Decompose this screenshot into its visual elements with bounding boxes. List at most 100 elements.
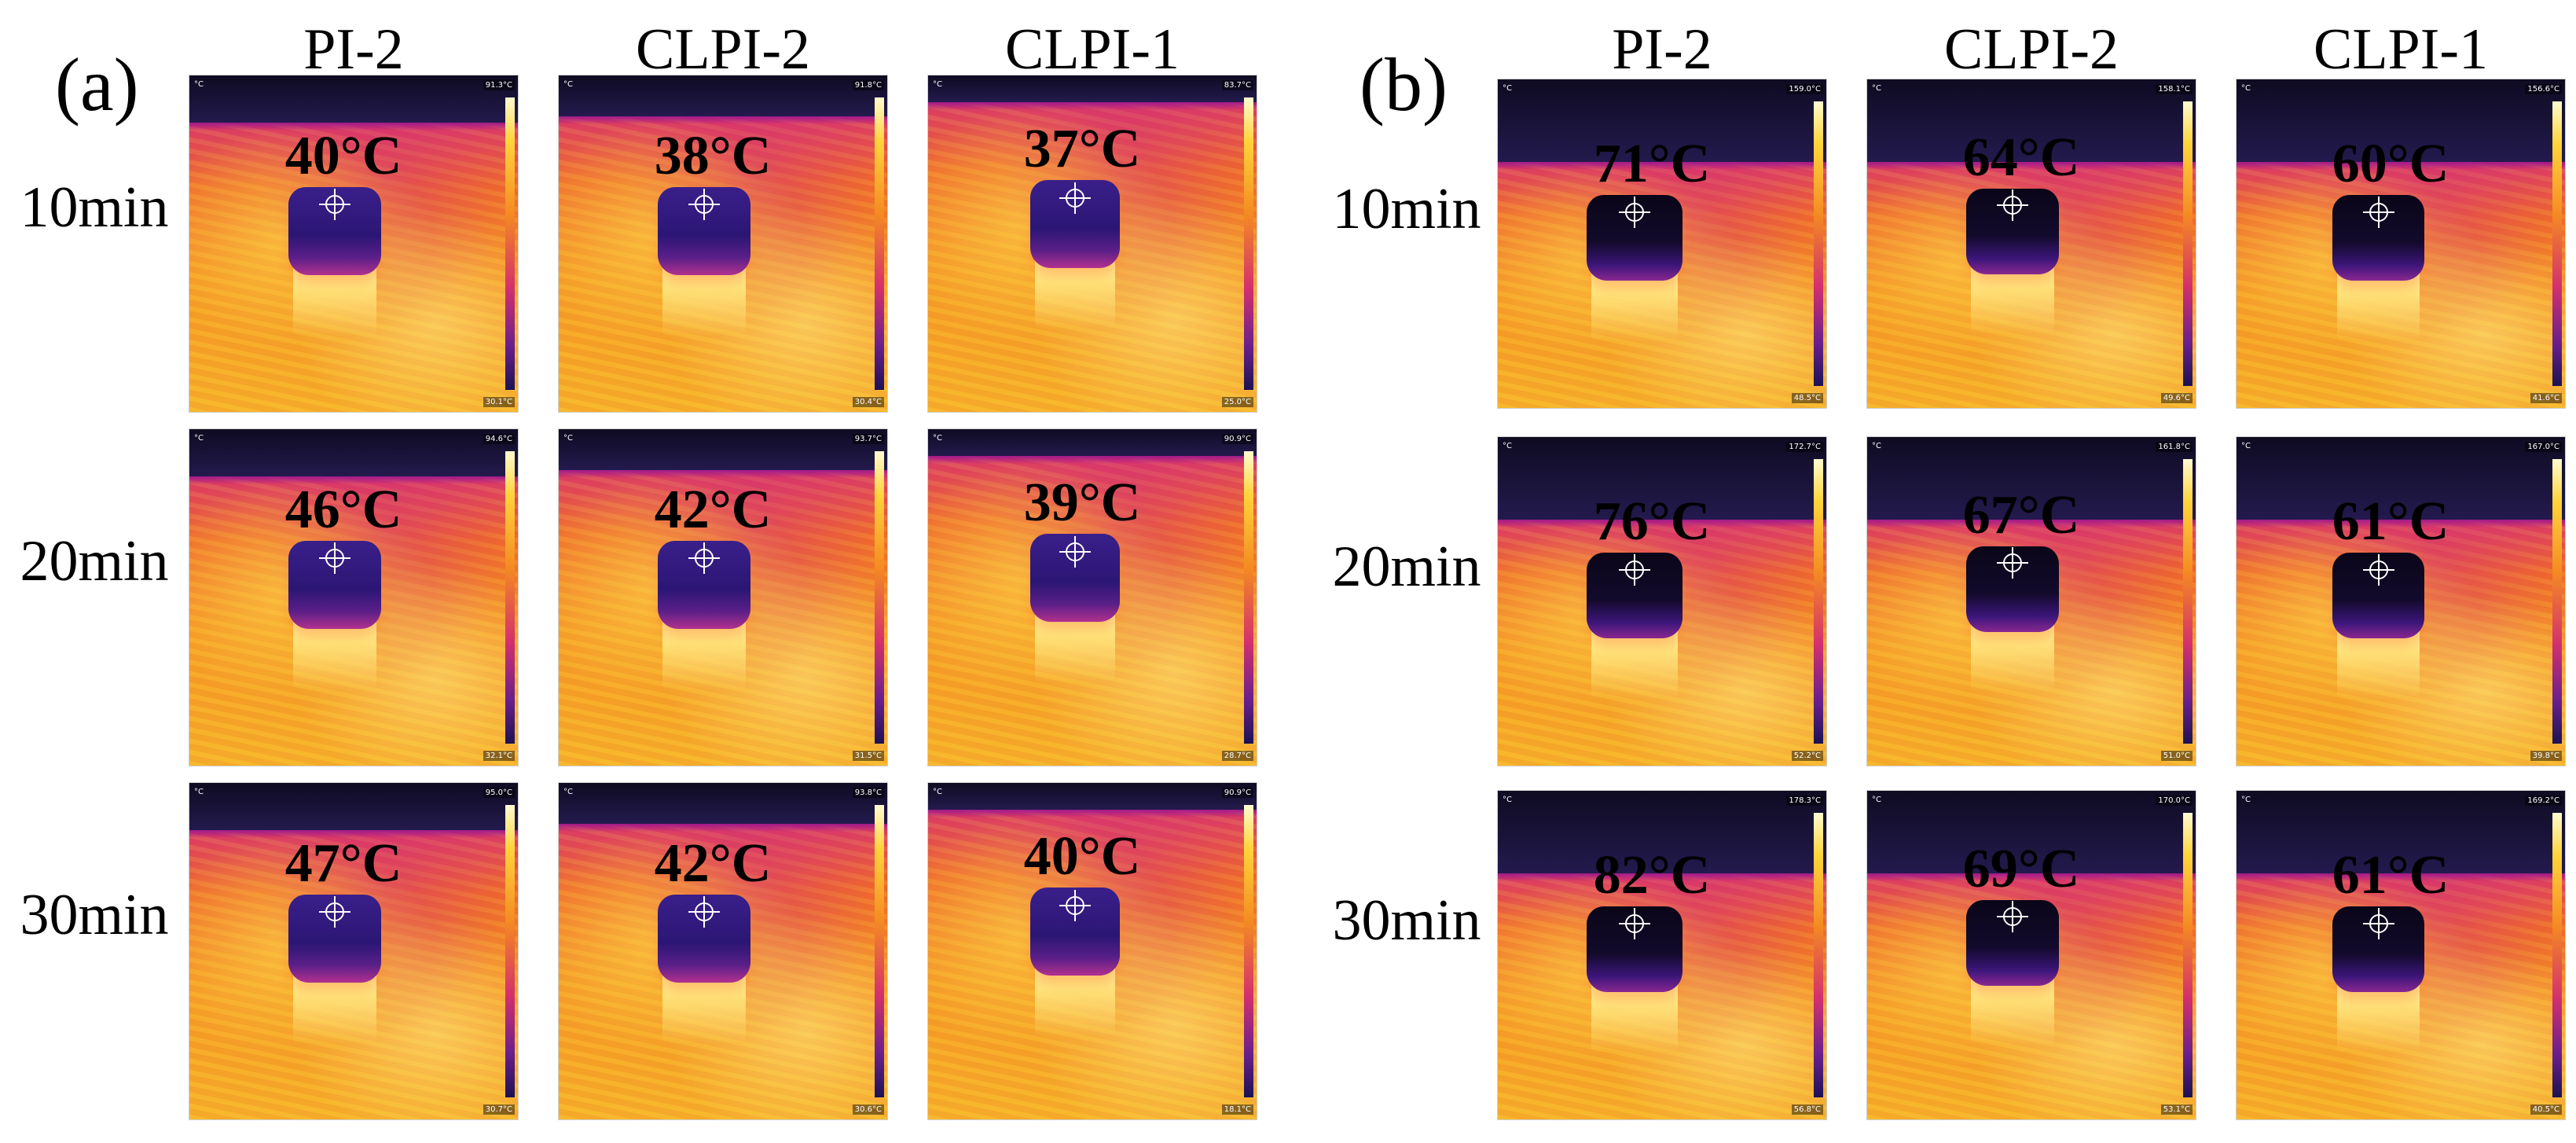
crosshair-icon bbox=[1619, 553, 1651, 586]
unit-label: °C bbox=[1503, 796, 1512, 804]
row-header: 20min bbox=[1332, 534, 1481, 599]
crosshair-icon bbox=[1059, 889, 1091, 921]
scale-max-value: 94.6°C bbox=[483, 434, 515, 444]
crosshair-part bbox=[703, 542, 705, 575]
surface-edge bbox=[1498, 162, 1826, 170]
background-region bbox=[189, 783, 518, 831]
crosshair-icon bbox=[2362, 553, 2394, 586]
crosshair-icon bbox=[1996, 901, 2028, 933]
crosshair-part bbox=[2377, 553, 2380, 586]
crosshair-part bbox=[1634, 196, 1636, 228]
color-scale-bar bbox=[2183, 813, 2193, 1097]
scale-min-value: 30.4°C bbox=[852, 397, 884, 407]
thermal-image: 47°C °C 95.0°C 30.7°C bbox=[189, 782, 519, 1120]
unit-label: °C bbox=[933, 80, 942, 89]
crosshair-icon bbox=[688, 896, 720, 928]
background-region bbox=[928, 783, 1257, 810]
temperature-label: 38°C bbox=[654, 125, 772, 186]
row-header: 30min bbox=[20, 882, 169, 947]
background-region bbox=[1498, 79, 1826, 162]
color-scale-bar bbox=[2183, 459, 2193, 744]
color-scale-bar bbox=[2183, 101, 2193, 386]
crosshair-icon bbox=[2362, 907, 2394, 939]
crosshair-part bbox=[333, 896, 336, 928]
row-header: 30min bbox=[1332, 888, 1481, 953]
scale-min-value: 56.8°C bbox=[1791, 1104, 1823, 1115]
color-scale-bar bbox=[505, 97, 515, 390]
thermal-image: 42°C °C 93.7°C 31.5°C bbox=[558, 428, 888, 766]
column-header: CLPI-2 bbox=[1944, 17, 2119, 82]
surface-edge bbox=[1498, 873, 1826, 881]
column-header: PI-2 bbox=[1612, 17, 1712, 82]
temperature-label: 47°C bbox=[284, 832, 402, 894]
unit-label: °C bbox=[563, 788, 573, 796]
crosshair-part bbox=[703, 189, 705, 221]
temperature-label: 37°C bbox=[1023, 119, 1141, 180]
color-scale-bar bbox=[505, 805, 515, 1097]
surface-edge bbox=[1867, 162, 2196, 170]
thermal-image: 37°C °C 83.7°C 25.0°C bbox=[927, 75, 1257, 413]
scale-max-value: 169.2°C bbox=[2525, 796, 2562, 806]
crosshair-icon bbox=[1619, 907, 1651, 939]
thermal-image: 46°C °C 94.6°C 32.1°C bbox=[189, 428, 519, 766]
scale-max-value: 161.8°C bbox=[2156, 442, 2193, 452]
scale-min-value: 28.7°C bbox=[1221, 751, 1253, 761]
scale-max-value: 93.7°C bbox=[852, 434, 884, 444]
scale-min-value: 48.5°C bbox=[1791, 393, 1823, 403]
crosshair-part bbox=[2011, 547, 2013, 579]
unit-label: °C bbox=[1503, 84, 1512, 93]
scale-min-value: 30.6°C bbox=[852, 1104, 884, 1115]
row-header: 10min bbox=[1332, 176, 1481, 241]
thermal-image: 82°C °C 178.3°C 56.8°C bbox=[1497, 790, 1827, 1120]
color-scale-bar bbox=[875, 805, 884, 1097]
column-header: PI-2 bbox=[303, 17, 404, 82]
temperature-label: 67°C bbox=[1962, 484, 2080, 546]
crosshair-part bbox=[2011, 901, 2013, 933]
surface-edge bbox=[189, 476, 518, 485]
color-scale-bar bbox=[2552, 813, 2562, 1097]
crosshair-icon bbox=[1619, 196, 1651, 228]
unit-label: °C bbox=[933, 788, 942, 796]
scale-min-value: 40.5°C bbox=[2530, 1104, 2562, 1115]
thermal-image: 69°C °C 170.0°C 53.1°C bbox=[1866, 790, 2196, 1120]
crosshair-icon bbox=[2362, 196, 2394, 228]
temperature-label: 69°C bbox=[1962, 838, 2080, 899]
color-scale-bar bbox=[2552, 101, 2562, 386]
unit-label: °C bbox=[2241, 84, 2251, 93]
surface-edge bbox=[2237, 520, 2565, 527]
unit-label: °C bbox=[194, 80, 204, 89]
color-scale-bar bbox=[1814, 101, 1823, 386]
scale-max-value: 90.9°C bbox=[1221, 788, 1253, 798]
crosshair-part bbox=[2377, 907, 2380, 939]
surface-edge bbox=[2237, 162, 2565, 170]
unit-label: °C bbox=[194, 434, 204, 443]
unit-label: °C bbox=[563, 80, 573, 89]
color-scale-bar bbox=[1244, 805, 1253, 1097]
scale-min-value: 18.1°C bbox=[1221, 1104, 1253, 1115]
scale-min-value: 32.1°C bbox=[483, 751, 515, 761]
crosshair-part bbox=[1634, 907, 1636, 939]
crosshair-part bbox=[1073, 889, 1076, 921]
color-scale-bar bbox=[1244, 97, 1253, 390]
unit-label: °C bbox=[933, 434, 942, 443]
background-region bbox=[928, 75, 1257, 103]
unit-label: °C bbox=[194, 788, 204, 796]
crosshair-icon bbox=[318, 189, 350, 221]
temperature-label: 71°C bbox=[1593, 134, 1711, 194]
crosshair-part bbox=[1073, 182, 1076, 214]
thermal-image: 40°C °C 90.9°C 18.1°C bbox=[927, 782, 1257, 1120]
thermal-image: 42°C °C 93.8°C 30.6°C bbox=[558, 782, 888, 1120]
column-header: CLPI-2 bbox=[636, 17, 810, 82]
thermal-image: 40°C °C 91.3°C 30.1°C bbox=[189, 75, 519, 413]
unit-label: °C bbox=[1872, 796, 1881, 804]
unit-label: °C bbox=[563, 434, 573, 443]
surface-edge bbox=[2237, 873, 2565, 881]
color-scale-bar bbox=[1814, 813, 1823, 1097]
panel-label: (a) bbox=[55, 42, 139, 127]
temperature-label: 60°C bbox=[2332, 134, 2449, 194]
temperature-label: 61°C bbox=[2332, 491, 2449, 552]
scale-max-value: 83.7°C bbox=[1221, 80, 1253, 90]
background-region bbox=[559, 75, 887, 116]
thermal-image: 39°C °C 90.9°C 28.7°C bbox=[927, 428, 1257, 766]
thermal-image: 61°C °C 169.2°C 40.5°C bbox=[2236, 790, 2566, 1120]
